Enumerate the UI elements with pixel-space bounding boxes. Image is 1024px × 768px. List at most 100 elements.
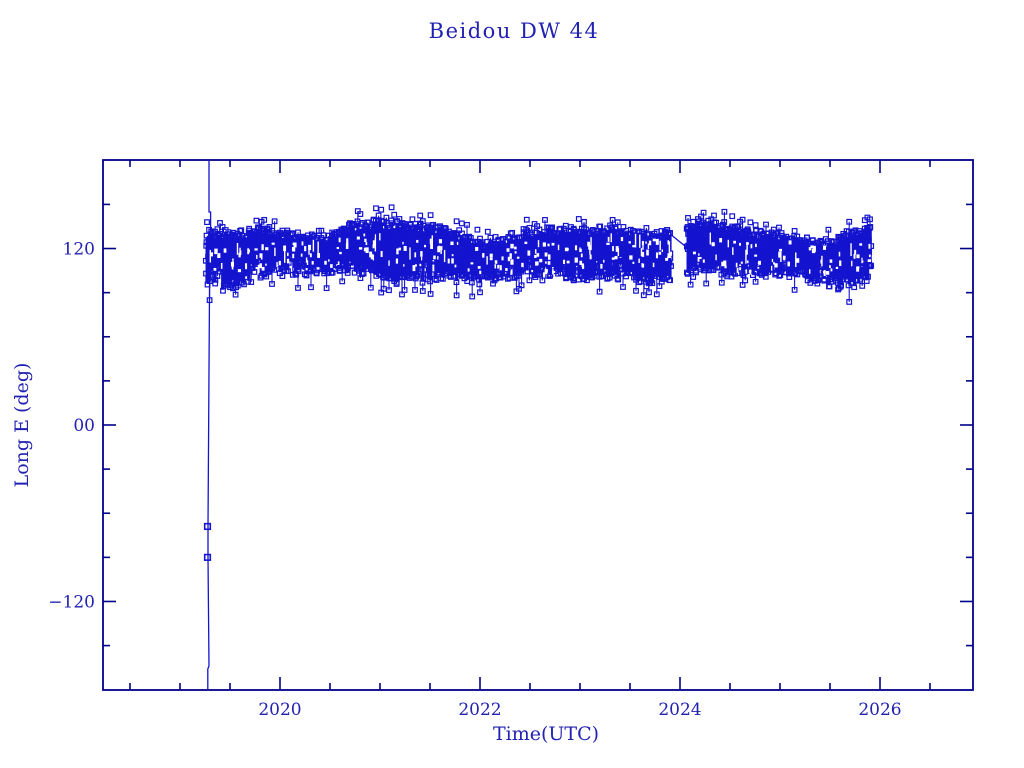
texture-hole bbox=[489, 257, 493, 261]
data-marker bbox=[453, 218, 460, 225]
data-marker bbox=[320, 232, 327, 239]
data-marker bbox=[653, 291, 660, 298]
texture-hole bbox=[552, 269, 554, 275]
data-marker bbox=[863, 278, 870, 284]
data-marker bbox=[375, 229, 381, 236]
texture-hole bbox=[293, 243, 297, 248]
texture-hole bbox=[301, 241, 304, 246]
data-marker bbox=[810, 268, 817, 275]
texture-hole bbox=[494, 264, 497, 269]
data-marker bbox=[701, 248, 708, 255]
data-marker bbox=[526, 224, 533, 231]
texture-hole bbox=[247, 249, 250, 253]
data-marker bbox=[234, 282, 241, 289]
data-marker bbox=[580, 237, 586, 244]
data-marker bbox=[220, 252, 227, 259]
data-marker bbox=[378, 206, 385, 213]
data-marker bbox=[558, 270, 564, 276]
data-marker bbox=[279, 273, 286, 280]
data-marker bbox=[347, 247, 354, 254]
data-marker bbox=[388, 239, 394, 246]
wrap-line-upper bbox=[208, 161, 212, 234]
data-marker bbox=[627, 239, 634, 246]
axis-tick-labels: 2020 2022 2024 2026 120 00 −120 bbox=[48, 240, 901, 720]
data-marker bbox=[660, 243, 667, 250]
texture-hole bbox=[719, 237, 723, 243]
texture-hole bbox=[276, 262, 278, 268]
texture-hole bbox=[257, 264, 261, 268]
texture-slit bbox=[236, 242, 239, 255]
data-marker bbox=[643, 225, 650, 231]
texture-hole bbox=[451, 258, 454, 264]
data-marker bbox=[295, 268, 302, 275]
texture-hole bbox=[715, 254, 717, 261]
data-marker bbox=[667, 277, 673, 284]
data-marker bbox=[351, 239, 358, 246]
data-marker bbox=[723, 226, 730, 233]
data-marker bbox=[462, 257, 469, 264]
texture-hole bbox=[501, 256, 504, 261]
texture-hole bbox=[829, 265, 831, 269]
data-marker bbox=[269, 281, 275, 287]
texture-hole bbox=[787, 261, 790, 267]
texture-hole bbox=[306, 260, 309, 265]
texture-slit bbox=[308, 244, 310, 255]
texture-hole bbox=[535, 261, 539, 266]
texture-hole bbox=[733, 240, 736, 244]
x-axis-title: Time(UTC) bbox=[493, 723, 599, 745]
data-marker bbox=[791, 286, 798, 293]
data-marker bbox=[396, 239, 402, 246]
band-fill-column bbox=[748, 236, 753, 271]
data-marker bbox=[373, 205, 379, 212]
data-marker bbox=[520, 264, 527, 271]
data-marker bbox=[826, 283, 832, 290]
data-marker bbox=[485, 257, 492, 264]
texture-slit bbox=[780, 250, 782, 263]
data-marker bbox=[841, 269, 848, 275]
texture-hole bbox=[808, 269, 811, 274]
texture-slit bbox=[317, 241, 319, 254]
data-marker bbox=[391, 211, 398, 218]
texture-hole bbox=[557, 244, 560, 251]
band-fill-column bbox=[704, 226, 708, 268]
texture-hole bbox=[447, 258, 450, 264]
texture-slit bbox=[232, 258, 234, 268]
data-marker bbox=[782, 237, 789, 244]
data-marker bbox=[204, 219, 210, 226]
data-marker bbox=[248, 279, 255, 285]
texture-hole bbox=[641, 263, 645, 268]
data-marker bbox=[562, 222, 569, 229]
texture-hole bbox=[811, 248, 816, 254]
texture-hole bbox=[467, 268, 470, 272]
data-marker bbox=[461, 268, 467, 275]
texture-hole bbox=[574, 245, 578, 251]
data-marker bbox=[748, 260, 755, 266]
gap-connector-line bbox=[669, 233, 689, 250]
texture-slit bbox=[374, 237, 377, 252]
texture-slit bbox=[640, 248, 643, 257]
data-marker bbox=[614, 219, 621, 226]
texture-hole bbox=[542, 242, 546, 247]
texture-hole bbox=[424, 244, 427, 248]
texture-hole bbox=[589, 254, 592, 260]
data-marker bbox=[526, 277, 533, 284]
texture-hole bbox=[220, 262, 223, 269]
texture-hole bbox=[612, 257, 616, 260]
texture-hole bbox=[256, 254, 258, 259]
data-marker bbox=[546, 273, 553, 279]
data-marker bbox=[428, 271, 435, 278]
texture-hole bbox=[579, 248, 582, 253]
texture-hole bbox=[810, 245, 814, 249]
band-fill-column bbox=[478, 246, 482, 284]
texture-hole bbox=[778, 253, 782, 258]
texture-hole bbox=[356, 236, 360, 240]
data-marker bbox=[323, 285, 330, 292]
data-marker bbox=[414, 248, 421, 255]
data-marker bbox=[388, 204, 395, 211]
data-marker bbox=[424, 262, 431, 269]
data-marker bbox=[390, 223, 397, 230]
data-marker bbox=[453, 292, 460, 299]
data-marker bbox=[825, 226, 832, 233]
band-fill-column bbox=[761, 235, 766, 270]
data-marker bbox=[596, 223, 603, 230]
